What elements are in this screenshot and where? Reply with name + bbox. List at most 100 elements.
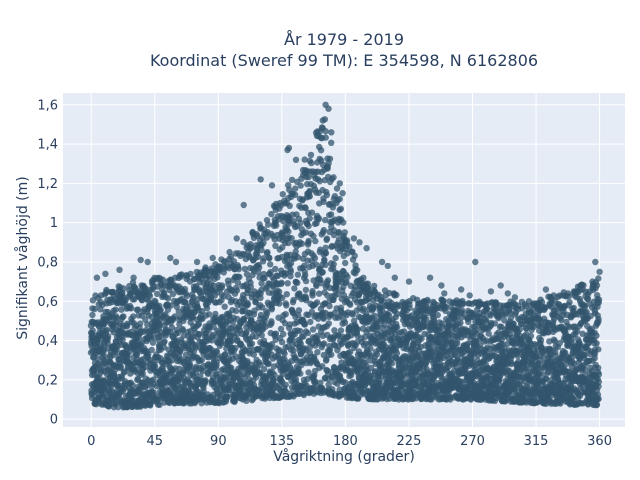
scatter-point xyxy=(300,333,307,340)
scatter-point xyxy=(347,369,355,376)
scatter-point xyxy=(364,280,372,287)
scatter-point xyxy=(385,311,393,319)
scatter-point xyxy=(537,336,545,344)
scatter-point xyxy=(186,362,193,369)
scatter-point xyxy=(198,308,206,315)
scatter-point xyxy=(344,273,351,281)
scatter-point xyxy=(260,270,267,278)
scatter-point xyxy=(394,310,401,318)
scatter-point xyxy=(323,235,331,242)
scatter-point xyxy=(301,156,308,163)
scatter-point xyxy=(330,260,337,268)
scatter-point xyxy=(336,195,343,203)
scatter-point xyxy=(187,270,194,278)
scatter-point xyxy=(327,211,335,218)
scatter-point xyxy=(91,305,98,313)
scatter-point xyxy=(255,261,262,269)
scatter-point xyxy=(281,320,289,327)
scatter-point xyxy=(305,173,312,181)
scatter-point xyxy=(301,262,308,269)
scatter-point xyxy=(220,269,227,276)
scatter-point xyxy=(313,281,320,288)
scatter-point xyxy=(322,261,329,268)
scatter-point xyxy=(303,297,310,304)
scatter-point xyxy=(279,370,287,377)
scatter-point xyxy=(277,325,285,333)
scatter-point xyxy=(457,378,464,386)
scatter-point xyxy=(312,237,319,245)
scatter-point xyxy=(267,268,274,276)
scatter-point xyxy=(302,286,310,294)
scatter-point xyxy=(313,299,321,306)
scatter-point xyxy=(218,284,225,291)
scatter-point xyxy=(137,320,144,327)
scatter-point xyxy=(322,244,329,251)
scatter-point xyxy=(333,185,341,192)
scatter-point xyxy=(229,319,236,326)
scatter-point xyxy=(295,312,302,319)
scatter-point xyxy=(273,222,280,229)
scatter-point xyxy=(309,287,316,295)
scatter-point xyxy=(454,340,461,347)
scatter-point xyxy=(129,382,136,389)
scatter-point xyxy=(324,277,332,284)
scatter-point xyxy=(507,314,514,322)
scatter-point xyxy=(457,319,464,326)
scatter-point xyxy=(284,280,291,287)
scatter-point xyxy=(326,155,334,162)
scatter-point xyxy=(268,210,275,218)
scatter-point xyxy=(551,338,559,345)
scatter-point xyxy=(324,165,331,172)
scatter-point xyxy=(294,279,301,286)
scatter-point xyxy=(89,297,97,304)
scatter-point xyxy=(89,311,96,319)
scatter-point xyxy=(307,151,315,159)
scatter-point xyxy=(290,218,297,225)
scatter-point xyxy=(326,346,334,353)
scatter-point xyxy=(263,310,271,317)
scatter-point xyxy=(153,290,161,298)
scatter-point xyxy=(360,274,367,281)
scatter-point xyxy=(142,316,149,323)
scatter-point xyxy=(308,159,315,167)
scatter-point xyxy=(329,204,337,211)
scatter-point xyxy=(388,360,396,367)
scatter-point xyxy=(305,369,312,376)
scatter-point xyxy=(319,269,326,276)
scatter-point xyxy=(279,294,286,302)
scatter-point xyxy=(199,367,207,375)
scatter-point xyxy=(310,232,317,240)
scatter-point xyxy=(290,296,297,304)
scatter-point xyxy=(340,219,347,226)
scatter-point xyxy=(89,327,96,334)
scatter-point xyxy=(268,318,275,325)
scatter-point xyxy=(258,280,265,287)
scatter-point xyxy=(304,329,311,337)
scatter-point xyxy=(325,320,332,327)
scatter-point xyxy=(236,273,243,281)
scatter-point xyxy=(156,401,163,408)
scatter-point xyxy=(217,340,225,347)
scatter-point xyxy=(282,381,289,389)
scatter-point xyxy=(128,305,135,312)
scatter-point xyxy=(248,244,255,251)
scatter-point xyxy=(320,198,327,205)
scatter-point xyxy=(324,292,331,299)
scatter-point xyxy=(196,331,203,338)
scatter-point xyxy=(285,218,293,225)
scatter-point xyxy=(165,295,172,302)
scatter-point xyxy=(234,279,242,286)
scatter-point xyxy=(120,313,127,320)
scatter-point xyxy=(302,277,310,285)
scatter-point xyxy=(342,379,349,386)
scatter-point xyxy=(354,266,361,274)
scatter-point xyxy=(538,299,546,306)
scatter-point xyxy=(286,202,293,209)
scatter-point xyxy=(260,239,267,246)
scatter-point xyxy=(297,327,304,335)
scatter-point xyxy=(381,321,388,328)
scatter-point xyxy=(442,303,449,310)
scatter-point xyxy=(483,305,491,312)
scatter-point xyxy=(289,336,296,344)
scatter-point xyxy=(287,260,295,267)
